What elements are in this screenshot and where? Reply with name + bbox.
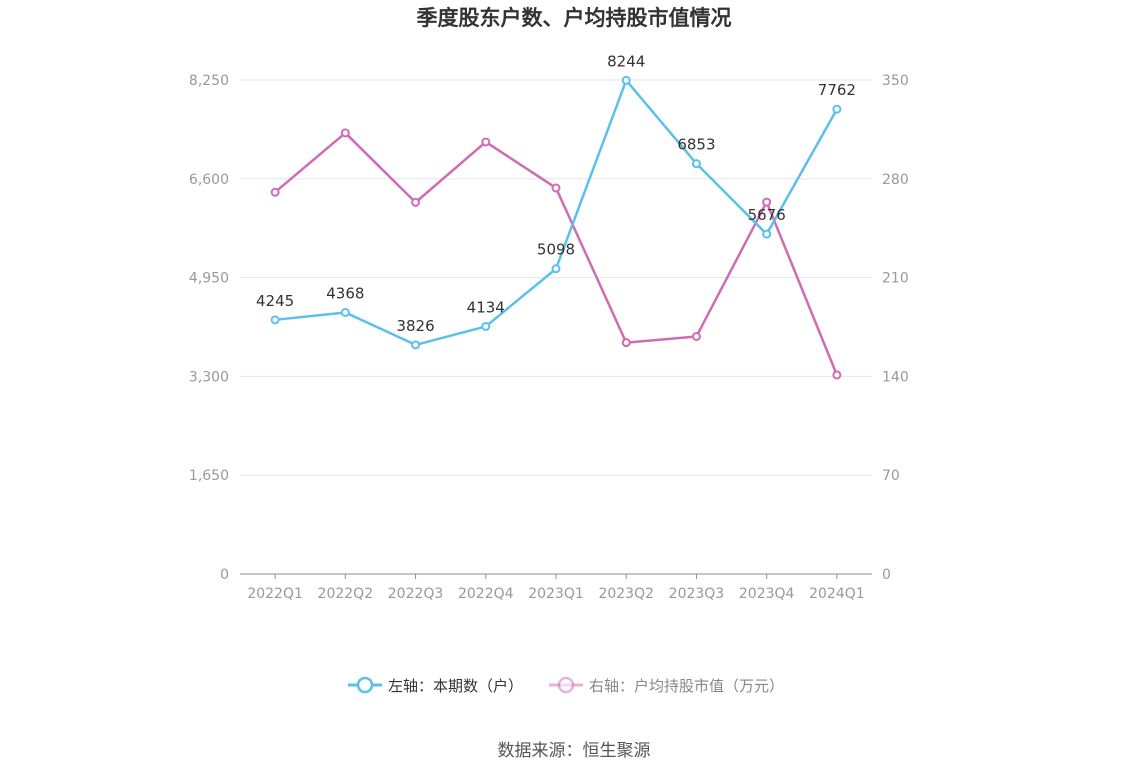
x-tick-label: 2022Q4 bbox=[458, 586, 514, 602]
y-left-tick-label: 6,600 bbox=[189, 172, 229, 188]
x-tick-label: 2023Q3 bbox=[669, 586, 725, 602]
x-tick-label: 2023Q1 bbox=[528, 586, 584, 602]
x-tick-label: 2023Q4 bbox=[739, 586, 795, 602]
data-label: 5676 bbox=[748, 206, 786, 224]
y-left-tick-label: 4,950 bbox=[189, 271, 229, 287]
data-label: 4134 bbox=[467, 298, 505, 316]
data-point bbox=[340, 128, 350, 138]
data-point bbox=[691, 159, 701, 169]
data-label: 6853 bbox=[677, 136, 715, 154]
data-point bbox=[340, 307, 350, 317]
y-right-tick-label: 70 bbox=[882, 468, 900, 484]
data-point bbox=[621, 338, 631, 348]
data-point bbox=[551, 183, 561, 193]
data-label: 8244 bbox=[607, 52, 645, 70]
x-tick-label: 2022Q2 bbox=[318, 586, 374, 602]
legend-label: 左轴：本期数（户） bbox=[388, 677, 523, 695]
x-tick-label: 2022Q1 bbox=[247, 586, 303, 602]
y-right-tick-label: 350 bbox=[882, 73, 909, 89]
y-left-tick-label: 3,300 bbox=[189, 369, 229, 385]
data-point bbox=[551, 264, 561, 274]
y-right-tick-label: 280 bbox=[882, 172, 909, 188]
y-left-tick-label: 0 bbox=[220, 567, 229, 583]
data-point bbox=[691, 331, 701, 341]
data-label: 7762 bbox=[818, 81, 856, 99]
y-left-tick-label: 1,650 bbox=[189, 468, 229, 484]
data-source: 数据来源：恒生聚源 bbox=[497, 741, 651, 761]
data-label: 4368 bbox=[326, 284, 364, 302]
data-point bbox=[832, 104, 842, 114]
x-tick-label: 2023Q2 bbox=[598, 586, 654, 602]
data-label: 3826 bbox=[396, 317, 434, 335]
y-left-tick-label: 8,250 bbox=[189, 73, 229, 89]
legend-marker bbox=[356, 676, 374, 694]
data-label: 5098 bbox=[537, 241, 575, 259]
data-point bbox=[621, 75, 631, 85]
data-point bbox=[270, 187, 280, 197]
data-point bbox=[832, 370, 842, 380]
legend-marker bbox=[557, 676, 575, 694]
x-tick-label: 2024Q1 bbox=[809, 586, 865, 602]
y-right-tick-label: 0 bbox=[882, 567, 891, 583]
data-point bbox=[411, 340, 421, 350]
data-label: 4245 bbox=[256, 292, 294, 310]
data-point bbox=[411, 197, 421, 207]
y-right-tick-label: 210 bbox=[882, 271, 909, 287]
data-point bbox=[481, 137, 491, 147]
x-tick-label: 2022Q3 bbox=[388, 586, 444, 602]
data-point bbox=[762, 229, 772, 239]
y-right-tick-label: 140 bbox=[882, 369, 909, 385]
data-point bbox=[270, 315, 280, 325]
data-point bbox=[762, 197, 772, 207]
data-point bbox=[481, 321, 491, 331]
legend-label: 右轴：户均持股市值（万元） bbox=[589, 677, 784, 695]
chart-title: 季度股东户数、户均持股市值情况 bbox=[416, 6, 732, 30]
